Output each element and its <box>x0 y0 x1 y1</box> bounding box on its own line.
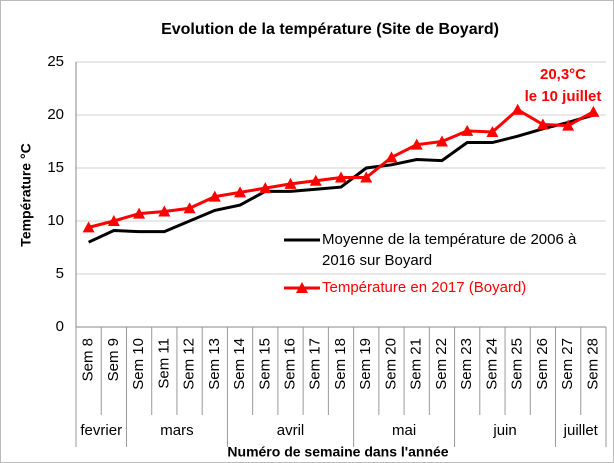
marker <box>82 221 95 233</box>
x-tick-label: Sem 27 <box>559 338 576 390</box>
x-tick-label: Sem 28 <box>584 338 601 390</box>
x-axis-title: Numéro de semaine dans l'année <box>227 444 448 460</box>
x-tick-label: Sem 14 <box>231 338 248 390</box>
y-tick-label: 5 <box>56 265 64 282</box>
marker <box>562 119 575 131</box>
month-label: juin <box>492 422 516 439</box>
marker <box>360 171 373 183</box>
marker <box>234 186 247 198</box>
marker <box>435 135 448 147</box>
y-tick-label: 15 <box>47 159 64 176</box>
x-tick-label: Sem 18 <box>332 338 349 390</box>
marker <box>309 174 322 186</box>
month-label: mars <box>160 422 193 439</box>
x-tick-label: Sem 13 <box>206 338 223 390</box>
x-tick-label: Sem 17 <box>307 338 324 390</box>
marker <box>536 118 549 130</box>
month-label: avril <box>277 422 305 439</box>
y-axis-title: Température °C <box>18 143 34 246</box>
y-tick-label: 0 <box>56 318 64 335</box>
y-tick-label: 10 <box>47 212 64 229</box>
x-tick-label: Sem 25 <box>509 338 526 390</box>
x-tick-label: Sem 24 <box>483 338 500 390</box>
marker <box>461 124 474 136</box>
x-tick-label: Sem 16 <box>281 338 298 390</box>
chart-title: Evolution de la température (Site de Boy… <box>161 21 499 38</box>
x-tick-label: Sem 22 <box>433 338 450 390</box>
x-tick-label: Sem 21 <box>408 338 425 390</box>
marker <box>335 171 347 183</box>
marker <box>511 103 524 115</box>
marker <box>385 151 398 163</box>
marker <box>208 190 221 202</box>
annotation: le 10 juillet <box>525 88 602 105</box>
series-line <box>87 113 594 244</box>
legend-label: Moyenne de la température de 2006 à 2016… <box>322 231 577 269</box>
marker <box>296 282 308 293</box>
x-tick-label: Sem 12 <box>181 338 198 390</box>
annotation: 20,3°C <box>540 66 586 83</box>
x-tick-label: Sem 9 <box>105 338 122 381</box>
x-tick-label: Sem 11 <box>155 338 172 389</box>
x-tick-label: Sem 20 <box>382 338 399 390</box>
x-tick-label: Sem 8 <box>80 338 97 381</box>
marker <box>133 207 146 219</box>
legend-label: Température en 2017 (Boyard) <box>322 279 527 296</box>
marker <box>107 215 120 226</box>
x-tick-label: Sem 26 <box>534 338 551 390</box>
marker <box>486 125 499 137</box>
marker <box>183 202 196 214</box>
x-tick-label: Sem 15 <box>256 338 273 390</box>
marker <box>158 205 171 217</box>
y-tick-label: 20 <box>47 106 64 123</box>
marker <box>410 138 423 150</box>
x-tick-label: Sem 23 <box>458 338 475 390</box>
x-tick-label: Sem 10 <box>130 338 147 390</box>
month-label: juillet <box>563 422 599 439</box>
marker <box>284 177 297 189</box>
marker <box>259 182 272 194</box>
y-tick-label: 25 <box>47 53 64 70</box>
month-label: mai <box>392 422 416 439</box>
x-tick-label: Sem 19 <box>357 338 374 390</box>
month-label: fevrier <box>80 422 122 439</box>
marker <box>587 105 600 117</box>
